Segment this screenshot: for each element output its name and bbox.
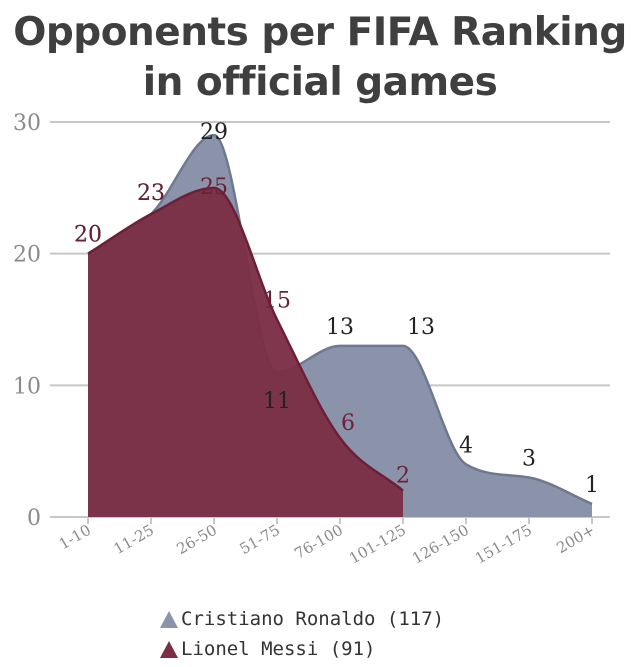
x-tick-label: 11-25	[111, 521, 157, 558]
legend-triangle-icon	[160, 640, 178, 658]
title-line-1: Opponents per FIFA Ranking	[13, 10, 627, 55]
legend-label-ronaldo: Cristiano Ronaldo (117)	[181, 608, 445, 630]
data-label-messi: 15	[263, 289, 291, 314]
legend-item-messi: Lionel Messi (91)	[160, 634, 444, 664]
x-tick-label: 51-75	[237, 521, 283, 558]
data-label-ronaldo: 23	[137, 181, 165, 206]
data-label-ronaldo: 1	[585, 473, 599, 498]
y-tick-label: 10	[13, 374, 41, 399]
data-label-ronaldo: 13	[326, 315, 354, 340]
chart-title: Opponents per FIFA Ranking in official g…	[0, 8, 640, 108]
series-line-messi	[87, 186, 404, 492]
series-line-ronaldo	[87, 133, 593, 505]
data-label-ronaldo: 3	[522, 447, 536, 472]
data-label-ronaldo: 20	[74, 223, 102, 248]
data-label-ronaldo: 29	[200, 120, 228, 145]
data-label-messi: 25	[200, 175, 228, 200]
y-tick-label: 30	[13, 111, 41, 136]
data-label-messi: 6	[341, 411, 355, 436]
legend-label-messi: Lionel Messi (91)	[181, 638, 376, 660]
data-label-messi: 23	[137, 181, 165, 206]
x-tick-label: 126-150	[409, 521, 472, 568]
data-label-ronaldo: 13	[407, 315, 435, 340]
data-label-messi: 2	[396, 464, 410, 489]
x-tick-label: 200+	[553, 521, 598, 557]
x-tick-label: 76-100	[291, 521, 346, 563]
series-area-messi	[88, 187, 403, 518]
data-label-messi: 20	[74, 223, 102, 248]
y-tick-label: 20	[13, 243, 41, 268]
x-tick-label: 101-125	[346, 521, 409, 568]
legend-item-ronaldo: Cristiano Ronaldo (117)	[160, 604, 444, 634]
title-line-2: in official games	[142, 60, 498, 105]
legend: Cristiano Ronaldo (117) Lionel Messi (91…	[160, 604, 444, 664]
data-label-ronaldo: 4	[459, 433, 473, 458]
y-tick-label: 0	[27, 506, 41, 531]
legend-triangle-icon	[160, 610, 178, 628]
x-tick-label: 1-10	[56, 521, 94, 553]
data-label-ronaldo: 11	[263, 389, 291, 414]
x-tick-label: 151-175	[472, 521, 535, 568]
x-tick-label: 26-50	[174, 521, 220, 558]
